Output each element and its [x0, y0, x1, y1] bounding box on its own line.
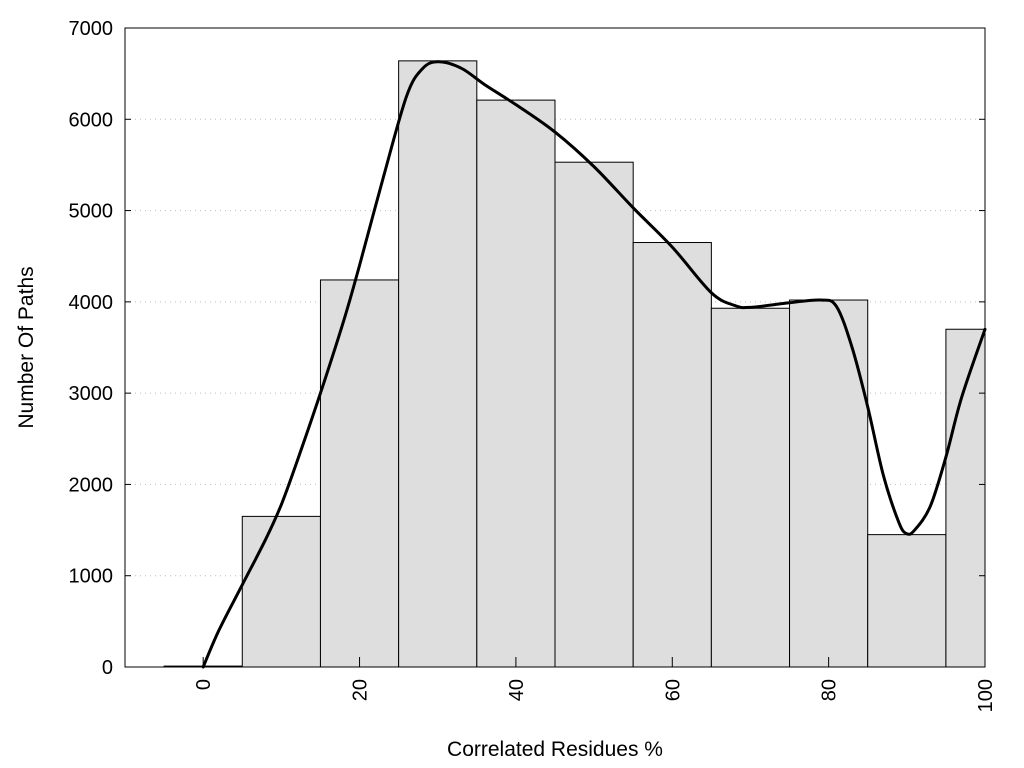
bar — [476, 99, 556, 668]
x-tick-label: 40 — [506, 679, 528, 701]
bar — [398, 60, 478, 668]
y-tick-label: 5000 — [69, 201, 114, 223]
y-tick-label: 1000 — [69, 566, 114, 588]
x-axis: 0 20 40 60 80 100 — [193, 657, 997, 712]
x-tick-label: 0 — [193, 679, 215, 690]
y-tick-label: 3000 — [69, 383, 114, 405]
x-axis-title: Correlated Residues % — [447, 738, 663, 761]
smooth-curve — [201, 60, 987, 669]
bar — [945, 328, 986, 668]
bar — [789, 299, 869, 668]
bar — [632, 242, 712, 668]
bar — [710, 307, 791, 668]
y-tick-label: 6000 — [69, 109, 114, 131]
bar — [319, 279, 400, 668]
bar — [241, 515, 321, 668]
plot-frame — [124, 27, 986, 668]
y-tick-label: 7000 — [69, 18, 114, 40]
x-tick-label: 80 — [819, 679, 841, 701]
bar — [867, 534, 947, 668]
y-axis: 0 1000 2000 3000 4000 5000 6000 7000 — [69, 18, 985, 679]
bar — [554, 161, 634, 668]
x-tick-label: 100 — [975, 679, 997, 712]
y-axis-title: Number Of Paths — [15, 266, 38, 428]
y-tick-label: 4000 — [69, 292, 114, 314]
x-tick-label: 60 — [662, 679, 684, 701]
y-tick-label: 2000 — [69, 474, 114, 496]
y-tick-label: 0 — [102, 657, 113, 679]
x-tick-label: 20 — [350, 679, 372, 701]
histogram-bars — [163, 60, 986, 668]
